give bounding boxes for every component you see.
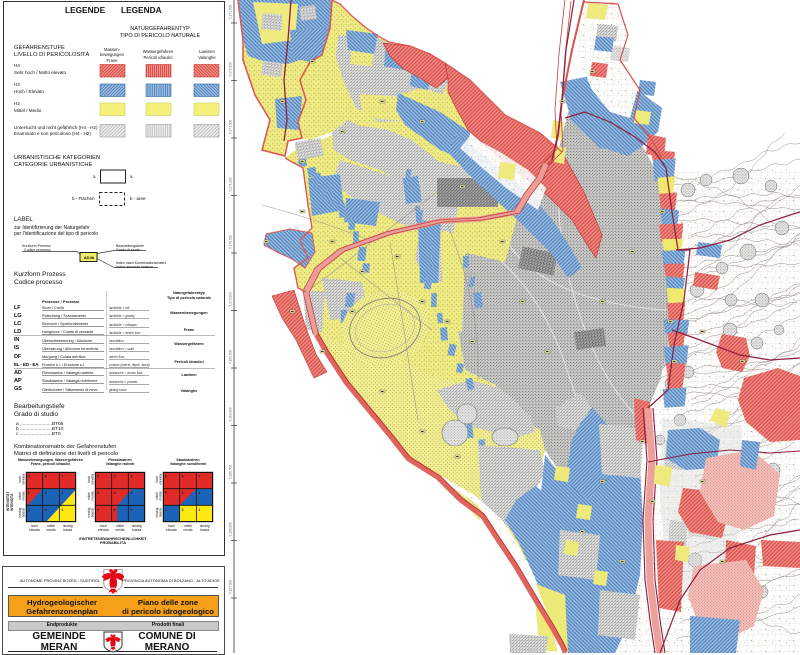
svg-text:mittel: mittel <box>47 524 55 528</box>
svg-text:elevata: elevata <box>21 474 25 485</box>
svg-text:6: 6 <box>165 491 167 495</box>
svg-text:7: 7 <box>130 475 132 479</box>
svg-text:5.171.000: 5.171.000 <box>229 177 233 191</box>
svg-text:1: 1 <box>130 508 132 512</box>
svg-text:bassa: bassa <box>200 528 209 532</box>
svg-text:hoch: hoch <box>167 524 174 528</box>
svg-text:4: 4 <box>61 491 63 495</box>
svg-text:8: 8 <box>181 475 183 479</box>
svg-text:6: 6 <box>97 491 99 495</box>
svg-text:5.170.500: 5.170.500 <box>229 235 233 249</box>
svg-text:5.170.000: 5.170.000 <box>229 292 233 306</box>
svg-text:elevata: elevata <box>98 528 109 532</box>
svg-text:media: media <box>91 491 95 500</box>
svg-text:5.172.500: 5.172.500 <box>229 5 233 19</box>
svg-text:3: 3 <box>28 508 30 512</box>
svg-text:1: 1 <box>61 508 63 512</box>
svg-text:2: 2 <box>114 508 116 512</box>
svg-text:media: media <box>46 528 55 532</box>
svg-text:niedrig: niedrig <box>155 508 159 518</box>
svg-text:9: 9 <box>97 475 99 479</box>
svg-text:4: 4 <box>198 491 200 495</box>
svg-text:niedrig: niedrig <box>18 508 22 518</box>
svg-text:2: 2 <box>44 508 46 512</box>
svg-text:3: 3 <box>165 508 167 512</box>
svg-text:2: 2 <box>181 508 183 512</box>
svg-text:5.168.000: 5.168.000 <box>229 522 233 536</box>
svg-text:media: media <box>158 491 162 500</box>
svg-text:hoch: hoch <box>18 476 22 483</box>
svg-text:niedrig: niedrig <box>132 524 142 528</box>
svg-text:media: media <box>21 491 25 500</box>
svg-text:5: 5 <box>114 491 116 495</box>
svg-text:5.171.500: 5.171.500 <box>229 120 233 134</box>
svg-text:bassa: bassa <box>158 508 162 517</box>
svg-text:5.169.000: 5.169.000 <box>229 407 233 421</box>
svg-text:hoch: hoch <box>155 476 159 483</box>
svg-text:9: 9 <box>165 475 167 479</box>
svg-text:mittel: mittel <box>87 492 91 500</box>
svg-text:4: 4 <box>130 491 132 495</box>
svg-text:1: 1 <box>198 508 200 512</box>
svg-text:5: 5 <box>44 491 46 495</box>
svg-text:bassa: bassa <box>132 528 141 532</box>
svg-text:3: 3 <box>97 508 99 512</box>
svg-text:elevata: elevata <box>166 528 177 532</box>
svg-text:niedrig: niedrig <box>62 524 72 528</box>
svg-text:bassa: bassa <box>21 508 25 517</box>
svg-text:mittel: mittel <box>116 524 124 528</box>
svg-text:5.169.500: 5.169.500 <box>229 350 233 364</box>
svg-text:mittel: mittel <box>184 524 192 528</box>
svg-text:niedrig: niedrig <box>87 508 91 518</box>
svg-text:elevata: elevata <box>91 474 95 485</box>
svg-text:hoch: hoch <box>30 524 37 528</box>
svg-text:8: 8 <box>114 475 116 479</box>
svg-text:elevata: elevata <box>29 528 40 532</box>
svg-text:5.168.500: 5.168.500 <box>229 465 233 479</box>
svg-text:5.167.500: 5.167.500 <box>229 580 233 594</box>
svg-text:bassa: bassa <box>63 528 72 532</box>
svg-text:elevata: elevata <box>158 474 162 485</box>
svg-text:hoch: hoch <box>100 524 107 528</box>
svg-text:9: 9 <box>28 475 30 479</box>
svg-text:media: media <box>183 528 192 532</box>
svg-text:mittel: mittel <box>18 492 22 500</box>
svg-text:media: media <box>116 528 125 532</box>
svg-text:bassa: bassa <box>91 508 95 517</box>
svg-text:7: 7 <box>61 475 63 479</box>
svg-text:5: 5 <box>181 491 183 495</box>
svg-text:7: 7 <box>198 475 200 479</box>
svg-text:niedrig: niedrig <box>199 524 209 528</box>
svg-text:hoch: hoch <box>87 476 91 483</box>
svg-text:mittel: mittel <box>155 492 159 500</box>
svg-text:8: 8 <box>44 475 46 479</box>
svg-text:5.172.000: 5.172.000 <box>229 62 233 76</box>
svg-text:6: 6 <box>28 491 30 495</box>
